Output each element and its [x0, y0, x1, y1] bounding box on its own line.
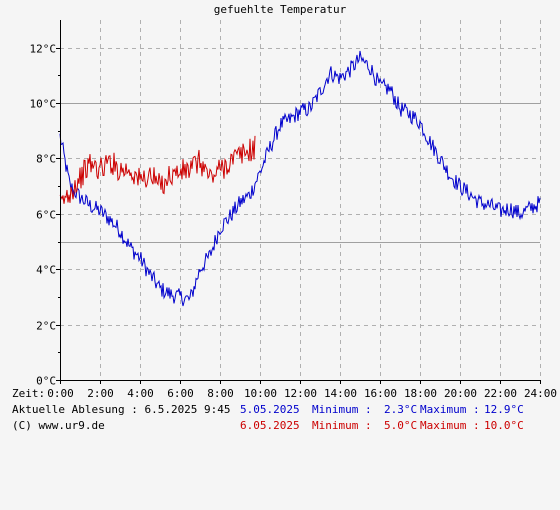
x-tick-label: 16:00 — [364, 387, 397, 400]
chart-title: gefuehlte Temperatur — [214, 3, 347, 16]
y-tick-label: 6°C — [36, 209, 56, 222]
temperature-chart: gefuehlte Temperatur 0°C 2°C 4°C 6°C 8°C 10°C… — [0, 0, 560, 440]
axes: 0°C 2°C 4°C 6°C 8°C 10°C 12°C 0:00 2:00 4:00 6:00 8… — [30, 20, 557, 400]
legend-max-label-1: Maximum : — [420, 403, 480, 416]
legend-row-1: Aktuelle Ablesung : 6.5.2025 9:45 5.05.2… — [0, 403, 560, 417]
y-tick-label: 12°C — [30, 43, 57, 56]
legend-max-value-1: 12.9°C — [484, 403, 524, 416]
grid-lines — [60, 20, 541, 380]
legend-row-2: (C) www.ur9.de 6.05.2025 Minimum : 5.0°C… — [0, 419, 560, 433]
y-tick-label: 8°C — [36, 153, 56, 166]
legend-min-label-2: Minimum : — [312, 419, 372, 432]
copyright: (C) www.ur9.de — [12, 419, 105, 432]
legend-date-1: 5.05.2025 — [240, 403, 300, 416]
y-tick-label: 10°C — [30, 98, 57, 111]
y-tick-label: 4°C — [36, 264, 56, 277]
x-tick-label: 20:00 — [444, 387, 477, 400]
x-tick-label: 10:00 — [244, 387, 277, 400]
x-tick-label: 8:00 — [207, 387, 234, 400]
x-tick-label: 4:00 — [127, 387, 154, 400]
x-tick-label: 18:00 — [404, 387, 437, 400]
legend-min-value-1: 2.3°C — [384, 403, 418, 416]
x-tick-label: 14:00 — [324, 387, 357, 400]
legend-max-label-2: Maximum : — [420, 419, 480, 432]
x-tick-label: 2:00 — [87, 387, 114, 400]
x-tick-label: 12:00 — [284, 387, 317, 400]
current-reading: Aktuelle Ablesung : 6.5.2025 9:45 — [12, 403, 231, 416]
legend-min-label-1: Minimum : — [312, 403, 372, 416]
y-tick-label: 0°C — [36, 375, 56, 388]
x-axis-prefix: Zeit: — [12, 387, 46, 400]
legend-min-value-2: 5.0°C — [384, 419, 418, 432]
x-tick-label: 0:00 — [47, 387, 74, 400]
y-tick-label: 2°C — [36, 320, 56, 333]
x-tick-label: 24:00 — [524, 387, 557, 400]
x-tick-label: 22:00 — [484, 387, 517, 400]
x-tick-label: 6:00 — [167, 387, 194, 400]
chart-background — [0, 0, 560, 440]
series-line-1 — [59, 50, 541, 307]
series-line-2 — [59, 135, 256, 204]
x-axis-label-row: Zeit: — [0, 387, 560, 401]
legend-max-value-2: 10.0°C — [484, 419, 524, 432]
series-lines — [59, 50, 541, 307]
legend-date-2: 6.05.2025 — [240, 419, 300, 432]
